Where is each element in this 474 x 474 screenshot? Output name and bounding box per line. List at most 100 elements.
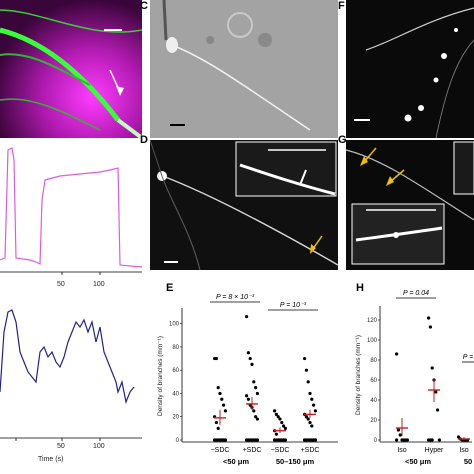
data-point xyxy=(274,432,278,436)
fluorescence-image-left xyxy=(0,0,142,138)
pink-tick-50: 50 xyxy=(57,281,65,288)
group-label: 50–150 μm xyxy=(276,457,315,466)
data-point xyxy=(223,409,227,413)
data-point xyxy=(405,438,409,442)
data-point xyxy=(434,390,438,394)
blue-tick-50: 50 xyxy=(57,443,65,450)
y-axis-label: Density of branches (mm⁻¹) xyxy=(355,335,362,415)
data-point xyxy=(216,386,220,390)
data-point xyxy=(430,366,434,370)
data-point xyxy=(313,438,317,442)
data-point xyxy=(437,438,441,442)
y-tick-label: 40 xyxy=(172,391,179,397)
data-point xyxy=(220,397,224,401)
data-point xyxy=(304,368,308,372)
group-label: <50 μm xyxy=(405,457,431,466)
data-point xyxy=(223,438,227,442)
y-axis-label: Density of branches (mm⁻¹) xyxy=(157,336,164,416)
data-point xyxy=(252,380,256,384)
data-point xyxy=(222,403,226,407)
data-point xyxy=(312,403,316,407)
data-point xyxy=(278,417,282,421)
data-point xyxy=(276,415,280,419)
data-point xyxy=(246,351,250,355)
data-point xyxy=(274,412,278,416)
panel-letter-h: H xyxy=(356,282,364,294)
y-tick-label: 0 xyxy=(176,438,180,444)
data-point xyxy=(250,362,254,366)
data-point xyxy=(255,391,259,396)
data-point xyxy=(254,415,258,419)
y-tick-label: 0 xyxy=(374,438,378,444)
data-point xyxy=(218,391,222,396)
data-point xyxy=(308,420,312,425)
x-category-label: Hyper xyxy=(425,447,444,454)
data-point xyxy=(304,415,308,419)
blue-calcium-trace xyxy=(0,309,142,441)
panel-f-image xyxy=(346,0,474,138)
data-point xyxy=(308,391,312,396)
data-point xyxy=(246,397,250,401)
panel-d-image xyxy=(150,140,338,270)
panel-c-image xyxy=(150,0,338,138)
blue-tick-100: 100 xyxy=(93,443,105,450)
data-point xyxy=(396,428,400,432)
chart-e: Density of branches (mm⁻¹) 0 20 40 60 80 100 −S… xyxy=(157,294,338,466)
y-tick-label: 20 xyxy=(172,415,179,421)
data-point xyxy=(280,420,284,425)
data-point xyxy=(255,417,259,421)
group-label: 50 xyxy=(464,457,472,466)
data-point xyxy=(213,438,217,442)
y-tick-label: 120 xyxy=(367,318,378,324)
data-point xyxy=(248,356,252,361)
p-value-label: P = 8 × 10⁻³ xyxy=(216,294,255,301)
data-point xyxy=(310,397,314,401)
panel-g-image xyxy=(346,140,474,270)
x-category-label: −SDC xyxy=(271,447,290,454)
data-point xyxy=(273,438,277,442)
x-category-label: +SDC xyxy=(243,447,262,454)
y-tick-label: 60 xyxy=(172,368,179,374)
data-point xyxy=(214,356,218,361)
y-tick-label: 80 xyxy=(370,358,377,364)
y-tick-label: 60 xyxy=(370,378,377,384)
y-tick-label: 20 xyxy=(370,418,377,424)
time-axis-label: Time (s) xyxy=(38,456,64,463)
p-value-label: P = xyxy=(463,354,473,361)
x-category-label: Iso xyxy=(459,447,468,454)
panel-letter-g: G xyxy=(338,134,347,146)
data-point xyxy=(283,438,287,442)
data-point xyxy=(216,426,220,430)
data-point xyxy=(398,433,402,437)
data-point xyxy=(252,409,256,413)
data-point xyxy=(255,438,259,442)
pink-tick-100: 100 xyxy=(93,281,105,288)
x-category-label: −SDC xyxy=(211,447,230,454)
data-point xyxy=(428,325,432,329)
x-category-label: +SDC xyxy=(301,447,320,454)
y-tick-label: 100 xyxy=(367,338,378,344)
data-point xyxy=(214,420,218,425)
data-point xyxy=(427,316,431,320)
data-point xyxy=(245,394,249,398)
data-point xyxy=(245,315,249,319)
x-category-label: Iso xyxy=(397,447,406,454)
data-point xyxy=(310,424,314,428)
data-point xyxy=(313,409,317,413)
panel-letter-d: D xyxy=(140,134,148,146)
panel-letter-e: E xyxy=(166,282,174,294)
data-point xyxy=(254,386,258,390)
data-point xyxy=(436,408,440,412)
data-point xyxy=(430,438,434,442)
y-tick-label: 80 xyxy=(172,345,179,351)
data-point xyxy=(306,417,310,421)
data-point xyxy=(283,426,287,430)
data-point xyxy=(395,352,399,356)
p-value-label: P = 0.04 xyxy=(403,290,429,297)
y-tick-label: 40 xyxy=(370,398,377,404)
p-value-label: P = 10⁻³ xyxy=(280,302,307,309)
chart-h: Density of branches (mm⁻¹) 0 20 40 60 80 100 12… xyxy=(355,290,474,466)
data-point xyxy=(395,438,399,442)
group-label: <50 μm xyxy=(223,457,249,466)
pink-calcium-trace xyxy=(0,147,142,275)
